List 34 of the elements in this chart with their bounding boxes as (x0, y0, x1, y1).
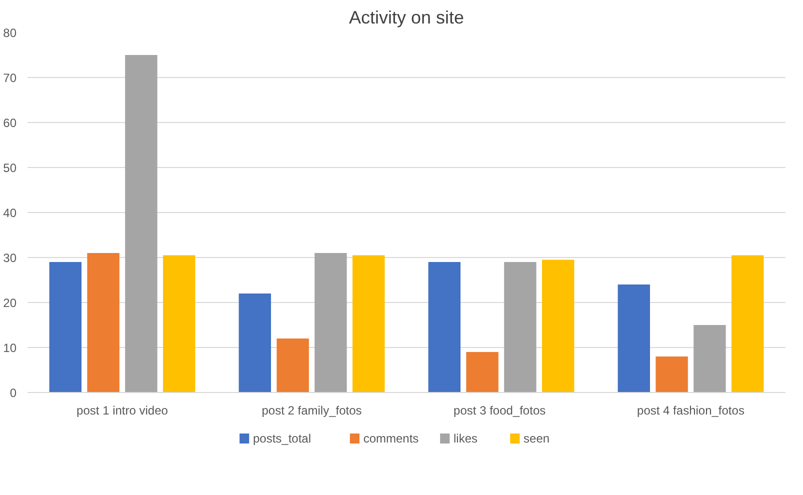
y-tick-label: 30 (3, 251, 17, 265)
legend-label: comments (363, 432, 419, 446)
y-tick-label: 20 (3, 296, 17, 310)
bar (731, 255, 764, 392)
legend-label: likes (454, 432, 478, 446)
bar (162, 255, 196, 392)
bar (352, 255, 385, 392)
bar (694, 325, 726, 392)
bar (238, 294, 272, 392)
bar (542, 260, 574, 392)
bar (125, 55, 158, 392)
y-tick-label: 40 (3, 206, 17, 220)
bar (49, 262, 82, 392)
bar (618, 284, 650, 392)
bar (656, 356, 688, 392)
y-tick-label: 50 (3, 161, 17, 175)
bar (466, 352, 498, 392)
x-tick-label: post 2 family_fotos (262, 404, 362, 418)
x-tick-label: post 3 food_fotos (454, 404, 546, 418)
legend-label: posts_total (252, 432, 312, 446)
y-tick-label: 0 (10, 386, 17, 400)
legend-label: seen (524, 432, 550, 446)
y-tick-label: 70 (3, 71, 17, 85)
y-tick-label: 80 (3, 26, 17, 40)
bar (504, 262, 536, 392)
y-tick-label: 10 (3, 341, 17, 355)
bar (276, 338, 309, 392)
x-tick-label: post 1 intro video (76, 404, 168, 418)
bar (87, 253, 120, 392)
chart-title: Activity on site (348, 8, 464, 28)
bar (428, 262, 461, 392)
bar (314, 253, 347, 392)
x-tick-label: post 4 fashion_fotos (637, 404, 744, 418)
y-tick-label: 60 (3, 116, 17, 130)
